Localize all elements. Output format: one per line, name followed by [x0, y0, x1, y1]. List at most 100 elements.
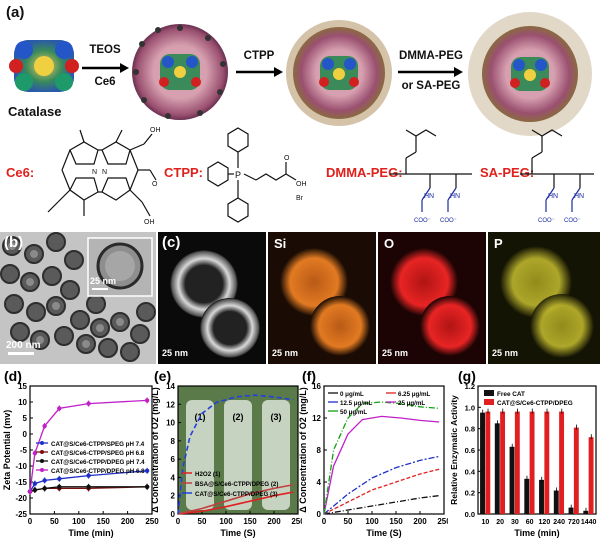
vial-label: (3)	[271, 412, 282, 422]
haadf-scale-label: 25 nm	[162, 348, 189, 358]
y-tick-label: 1.2	[465, 382, 475, 391]
x-tick-label: 1440	[581, 519, 597, 526]
svg-text:OH: OH	[150, 127, 160, 134]
x-tick-label: 60	[526, 519, 534, 526]
legend-marker	[40, 441, 44, 445]
y-tick-label: -20	[15, 494, 27, 503]
bar	[509, 446, 515, 514]
y-tick-label: 0.2	[465, 489, 475, 498]
x-tick-label: 0	[322, 517, 327, 526]
peg-nanoparticle	[468, 12, 592, 136]
x-tick-label: 0	[176, 517, 181, 526]
x-tick-label: 50	[50, 517, 59, 526]
vial-label: (2)	[233, 412, 244, 422]
legend-entry: 12.5 μg/mL	[340, 400, 373, 407]
x-axis-label: Time (min)	[68, 528, 113, 538]
series-line	[323, 401, 440, 515]
x-tick-label: 150	[243, 517, 257, 526]
reaction-arrow-3	[398, 67, 463, 77]
vial	[224, 400, 252, 510]
ce6-structure-label: Ce6:	[6, 165, 35, 180]
step3-label-dmma: DMMA-PEG	[399, 50, 463, 62]
series-line	[177, 483, 294, 515]
bar	[544, 411, 550, 514]
svg-text:O: O	[284, 155, 290, 162]
dmma-peg-structure-label: DMMA-PEG:	[326, 165, 403, 180]
bar	[494, 423, 500, 514]
svg-text:N: N	[102, 169, 107, 176]
legend-entry: 0 μg/mL	[340, 391, 364, 398]
svg-text:COO⁻: COO⁻	[414, 218, 431, 224]
y-axis-label: Δ Concentration of O2 (mg/L)	[298, 387, 308, 512]
legend-entry: CAT@S/Ce6-CTPP/SPEG pH 6.8	[51, 450, 145, 457]
si-scale-label: 25 nm	[272, 348, 299, 358]
ctpp-structure-label: CTPP:	[164, 165, 203, 180]
y-tick-label: 12	[166, 400, 175, 409]
bar	[514, 411, 520, 514]
y-axis-label: Δ Concentration of O2 (mg/L)	[150, 387, 160, 512]
catalase-label: Catalase	[8, 104, 62, 119]
step2-label-ctpp: CTPP	[243, 50, 275, 62]
x-tick-label: 0	[28, 517, 33, 526]
legend-entry: BSA@S/Ce6-CTPP/DPEG (2)	[195, 481, 278, 488]
legend-marker	[40, 468, 44, 472]
panel-b-label: (b)	[4, 234, 24, 251]
reaction-arrow-2	[236, 67, 283, 77]
bar	[568, 507, 574, 514]
y-tick-label: 0	[171, 510, 176, 519]
x-axis-label: Time (min)	[514, 528, 559, 538]
p-scale-label: 25 nm	[492, 348, 519, 358]
legend-swatch	[484, 399, 494, 405]
step1-label-ce6: Ce6	[94, 76, 116, 88]
bar	[588, 437, 594, 514]
x-axis-label: Time (S)	[366, 528, 401, 538]
ctpp-structure: P O OH Br	[207, 127, 307, 223]
series-line	[323, 468, 440, 515]
svg-text:N: N	[92, 169, 97, 176]
x-tick-label: 150	[97, 517, 111, 526]
bar	[485, 411, 491, 514]
y-tick-label: -25	[15, 510, 27, 519]
chart-e-oxygen-generation: (1)(2)(3)05010015020025002468101214Time …	[150, 368, 302, 538]
y-axis-label: Relative Enzymatic Activity	[449, 395, 459, 505]
legend-entry: CAT@S/Ce6-CTPP/SPEG pH 7.4	[51, 441, 145, 448]
o-channel-label: O	[384, 236, 395, 251]
series-line	[323, 494, 440, 515]
y-tick-label: 0	[23, 430, 28, 439]
panel-label: (g)	[458, 368, 476, 384]
y-tick-label: 15	[18, 382, 27, 391]
step1-label-teos: TEOS	[89, 44, 121, 56]
tem-scale-bar-label: 200 nm	[6, 340, 41, 351]
x-tick-label: 200	[121, 517, 135, 526]
x-tick-label: 200	[413, 517, 427, 526]
x-tick-label: 100	[72, 517, 86, 526]
y-tick-label: 14	[166, 382, 175, 391]
y-tick-label: 1.0	[465, 403, 475, 412]
y-tick-label: 4	[171, 473, 176, 482]
series-line	[323, 455, 440, 515]
series-line	[177, 394, 294, 515]
legend-marker	[40, 450, 44, 454]
legend-entry: 50 μg/mL	[340, 409, 367, 416]
chart-d-zeta-potential: 0 50 100 150 200 250 -25 -20 -15 -10 -5 0 5 10 15 Time …	[2, 368, 159, 538]
x-tick-label: 250	[291, 517, 302, 526]
haadf-image: (c) 25 nm	[158, 232, 266, 364]
step3-label-sa: or SA-PEG	[401, 80, 461, 92]
svg-text:Br: Br	[296, 195, 304, 202]
x-tick-label: 250	[437, 517, 448, 526]
x-tick-label: 50	[344, 517, 353, 526]
bar	[553, 490, 559, 514]
sa-peg-structure: HN HN COO⁻ COO⁻	[520, 129, 594, 224]
x-tick-label: 200	[267, 517, 281, 526]
x-axis-label: Time (S)	[220, 528, 255, 538]
legend-entry: CAT@S/Ce6-CTPP/DPEG	[497, 400, 573, 407]
y-tick-label: 16	[312, 382, 321, 391]
ctpp-nanoparticle	[286, 20, 392, 126]
legend-entry: Free CAT	[497, 391, 525, 398]
panel-label: (e)	[154, 368, 171, 384]
x-tick-label: 10	[481, 519, 489, 526]
series-line	[29, 399, 148, 492]
catalase-illustration	[9, 40, 79, 92]
o-map: O 25 nm	[378, 232, 486, 364]
y-tick-label: 0.6	[465, 446, 475, 455]
